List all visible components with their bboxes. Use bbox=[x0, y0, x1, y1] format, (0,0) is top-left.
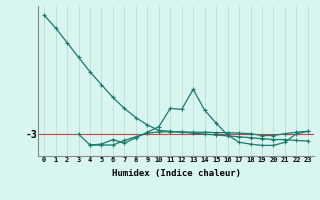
X-axis label: Humidex (Indice chaleur): Humidex (Indice chaleur) bbox=[111, 169, 241, 178]
